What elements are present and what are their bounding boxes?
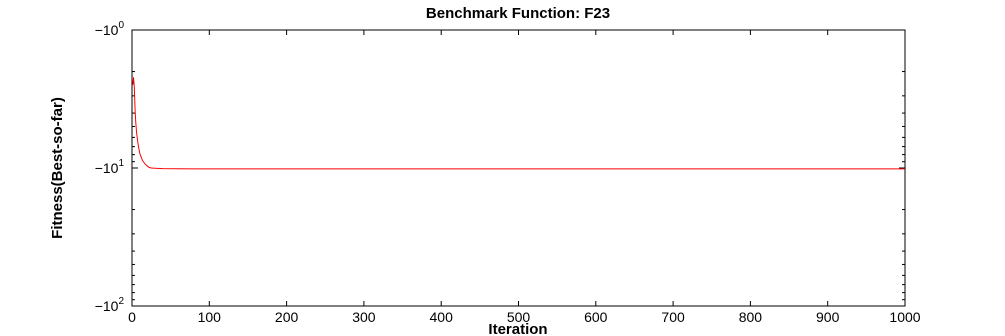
x-tick-label: 600 bbox=[584, 309, 608, 325]
x-tick-label: 700 bbox=[661, 309, 685, 325]
x-tick-label: 100 bbox=[198, 309, 222, 325]
x-tick-label: 200 bbox=[275, 309, 299, 325]
x-tick-label: 500 bbox=[507, 309, 531, 325]
x-tick-label: 0 bbox=[128, 309, 136, 325]
x-tick-label: 400 bbox=[430, 309, 454, 325]
x-axis-ticks: 0 100 200 300 400 500 600 700 800 900 1000 bbox=[128, 30, 921, 325]
y-axis-ticks: −100 −101 −102 bbox=[95, 20, 905, 314]
y-axis-label: Fitness(Best-so-far) bbox=[49, 97, 66, 239]
x-tick-label: 900 bbox=[816, 309, 840, 325]
series-layer bbox=[132, 77, 905, 170]
plot-area bbox=[131, 29, 906, 307]
y-tick-label: −101 bbox=[95, 158, 125, 176]
x-tick-label: 1000 bbox=[889, 309, 920, 325]
x-axis-label: Iteration bbox=[488, 321, 547, 336]
y-tick-label: −102 bbox=[95, 296, 125, 314]
x-tick-label: 800 bbox=[739, 309, 763, 325]
series-line bbox=[132, 77, 905, 170]
x-tick-label: 300 bbox=[352, 309, 376, 325]
y-tick-label: −100 bbox=[95, 20, 125, 38]
chart-title: Benchmark Function: F23 bbox=[426, 5, 610, 22]
